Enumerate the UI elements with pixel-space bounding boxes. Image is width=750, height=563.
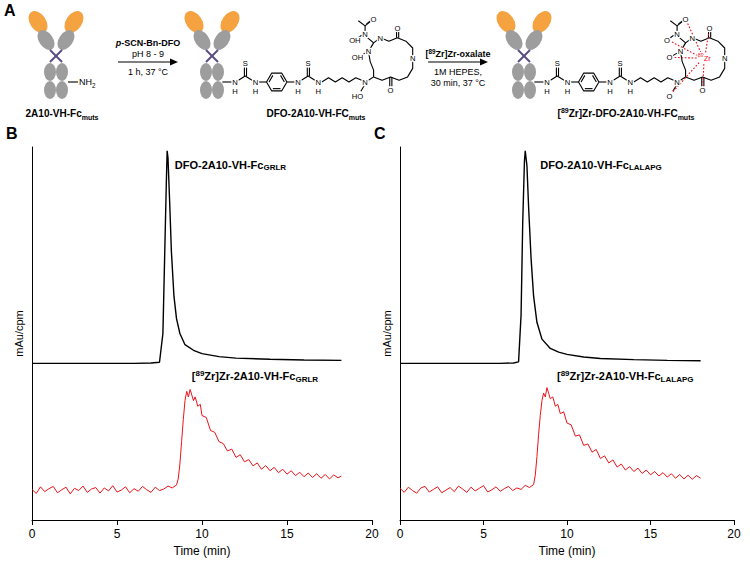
svg-text:N: N xyxy=(410,54,416,63)
svg-text:H: H xyxy=(253,86,259,95)
svg-text:N: N xyxy=(253,78,259,87)
svg-text:O: O xyxy=(394,24,400,33)
svg-text:OH: OH xyxy=(349,35,360,44)
svg-text:N: N xyxy=(674,30,680,39)
svg-text:1M HEPES,: 1M HEPES, xyxy=(434,67,482,77)
svg-text:HO: HO xyxy=(352,91,364,100)
svg-text:Time (min): Time (min) xyxy=(539,544,596,558)
svg-text:30 min, 37 °C: 30 min, 37 °C xyxy=(431,78,486,88)
svg-text:N: N xyxy=(628,78,634,87)
svg-text:N: N xyxy=(316,78,322,87)
svg-text:H: H xyxy=(316,86,322,95)
html-text:[89: [89 xyxy=(191,368,205,383)
svg-text:H: H xyxy=(565,86,571,95)
html-text:[89: [89 xyxy=(557,368,570,383)
svg-text:B: B xyxy=(6,125,18,142)
svg-text:S: S xyxy=(555,59,560,68)
svg-text:Time (min): Time (min) xyxy=(174,544,231,558)
svg-text:LALAPG: LALAPG xyxy=(629,163,662,172)
svg-text:O: O xyxy=(666,91,672,100)
svg-text:O: O xyxy=(706,24,712,33)
svg-text:2A10-VH-Fcmuts: 2A10-VH-Fcmuts xyxy=(26,108,99,121)
svg-text:N: N xyxy=(678,47,684,56)
svg-text:N: N xyxy=(607,78,613,87)
svg-text:OH: OH xyxy=(352,53,363,62)
svg-text:H: H xyxy=(607,86,613,95)
svg-text:N: N xyxy=(378,33,384,42)
svg-text:5: 5 xyxy=(480,527,487,541)
svg-text:DFO-2A10-VH-Fc: DFO-2A10-VH-Fc xyxy=(175,159,264,171)
svg-text:[89Zr]Zr-oxalate: [89Zr]Zr-oxalate xyxy=(425,48,490,59)
svg-text:C: C xyxy=(374,125,386,142)
svg-text:GRLR: GRLR xyxy=(263,163,286,172)
svg-text:15: 15 xyxy=(644,527,658,541)
svg-text:15: 15 xyxy=(280,527,294,541)
svg-text:O: O xyxy=(666,53,672,62)
svg-text:Zr]Zr-2A10-VH-Fc: Zr]Zr-2A10-VH-Fc xyxy=(204,370,295,382)
svg-text:GRLR: GRLR xyxy=(295,375,318,384)
svg-text:O: O xyxy=(388,85,394,94)
svg-text:N: N xyxy=(366,47,372,56)
svg-text:N: N xyxy=(362,30,368,39)
svg-text:0: 0 xyxy=(397,527,404,541)
svg-text:O: O xyxy=(371,15,377,24)
svg-text:O: O xyxy=(664,35,670,44)
svg-text:N: N xyxy=(362,78,368,87)
svg-text:N: N xyxy=(674,78,680,87)
svg-text:O: O xyxy=(700,85,706,94)
svg-text:20: 20 xyxy=(365,527,379,541)
svg-text:5: 5 xyxy=(114,527,121,541)
svg-text:N: N xyxy=(722,54,728,63)
svg-text:O: O xyxy=(683,15,689,24)
svg-text:pH 8 - 9: pH 8 - 9 xyxy=(132,49,164,59)
svg-text:mAu/cpm: mAu/cpm xyxy=(13,310,25,356)
svg-text:10: 10 xyxy=(195,527,209,541)
svg-text:DFO-2A10-VH-FCmuts: DFO-2A10-VH-FCmuts xyxy=(267,108,366,121)
svg-text:N: N xyxy=(544,78,550,87)
svg-text:0: 0 xyxy=(29,527,36,541)
svg-text:NH2: NH2 xyxy=(79,77,96,88)
svg-text:10: 10 xyxy=(560,527,574,541)
svg-text:20: 20 xyxy=(727,527,741,541)
svg-text:H: H xyxy=(544,86,550,95)
svg-text:N: N xyxy=(295,78,301,87)
svg-text:N: N xyxy=(565,78,571,87)
svg-text:S: S xyxy=(306,59,311,68)
svg-text:p-SCN-Bn-DFO: p-SCN-Bn-DFO xyxy=(115,38,181,48)
svg-text:H: H xyxy=(628,86,634,95)
svg-text:S: S xyxy=(618,59,623,68)
svg-text:LALAPG: LALAPG xyxy=(661,375,694,384)
svg-text:mAu/cpm: mAu/cpm xyxy=(381,310,393,356)
svg-text:1 h, 37 °C: 1 h, 37 °C xyxy=(128,67,169,77)
svg-text:N: N xyxy=(690,33,696,42)
svg-text:DFO-2A10-VH-Fc: DFO-2A10-VH-Fc xyxy=(540,159,629,171)
svg-text:Zr]Zr-2A10-VH-Fc: Zr]Zr-2A10-VH-Fc xyxy=(570,370,661,382)
svg-text:H: H xyxy=(295,86,301,95)
svg-text:S: S xyxy=(243,59,248,68)
svg-text:[89Zr]Zr-DFO-2A10-VH-FCmuts: [89Zr]Zr-DFO-2A10-VH-FCmuts xyxy=(558,107,695,121)
svg-text:H: H xyxy=(232,86,238,95)
svg-text:89Zr: 89Zr xyxy=(698,52,712,62)
svg-text:A: A xyxy=(4,2,16,19)
svg-text:N: N xyxy=(232,78,238,87)
